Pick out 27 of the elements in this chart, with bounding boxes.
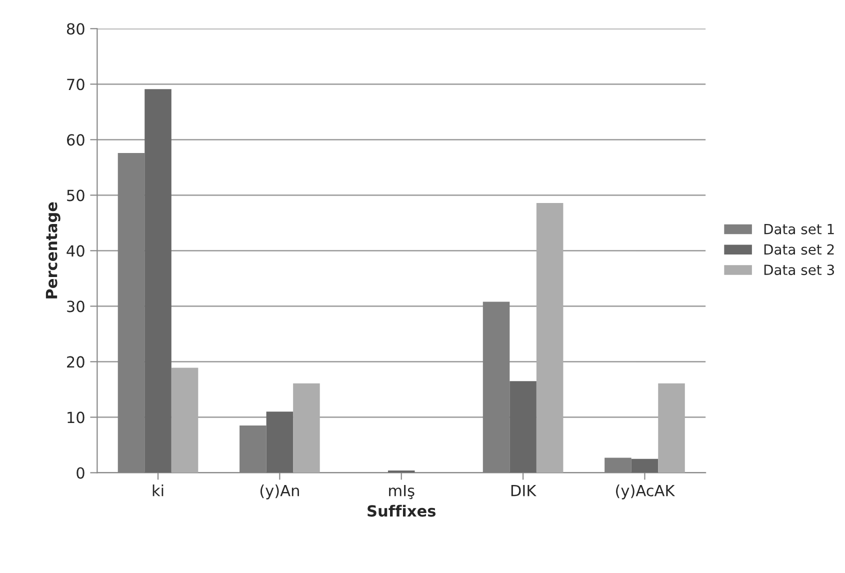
y-tick-label: 50: [67, 190, 84, 202]
x-tick-label: ki: [152, 484, 164, 496]
bar: [293, 383, 320, 473]
legend-label: Data set 1: [764, 224, 834, 234]
x-tick-label: (y)AcAK: [616, 484, 676, 500]
bar: [144, 89, 172, 473]
x-tick-label: mIş: [389, 485, 414, 500]
y-tick-label: 80: [66, 23, 84, 35]
bar: [510, 381, 536, 473]
y-tick-label: 20: [67, 356, 84, 368]
y-tick-label: 60: [66, 134, 84, 146]
x-tick-label: (y)An: [260, 484, 299, 500]
x-axis-title: Suffixes: [368, 504, 436, 517]
bar: [171, 368, 198, 473]
y-axis-title: Percentage: [46, 202, 60, 298]
bar: [631, 458, 658, 473]
bar: [266, 412, 294, 473]
y-tick-label: 30: [67, 300, 84, 312]
legend-label: Data set 3: [764, 264, 834, 276]
legend-label: Data set 2: [764, 244, 834, 255]
y-tick-label: 40: [66, 245, 84, 257]
y-tick-label: 10: [68, 412, 84, 424]
y-tick-label: 0: [76, 467, 84, 479]
y-tick-label: 70: [67, 78, 84, 90]
bar: [658, 383, 685, 473]
bar: [536, 202, 564, 473]
x-tick-label: DIK: [511, 485, 537, 496]
